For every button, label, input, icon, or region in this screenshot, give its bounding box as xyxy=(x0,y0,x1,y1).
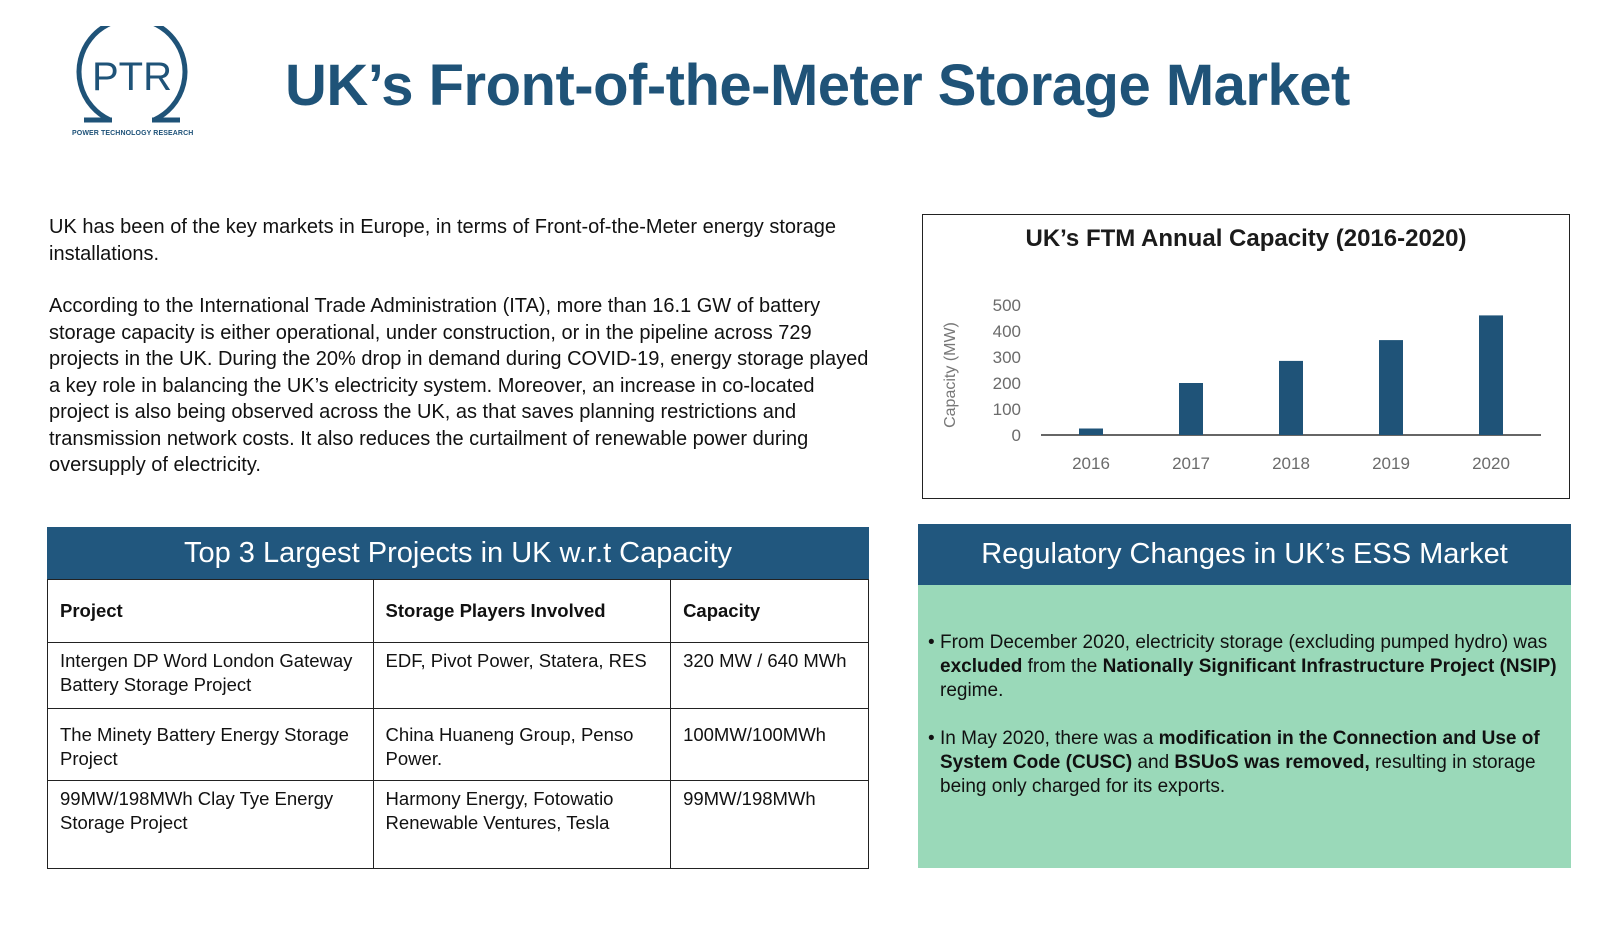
y-tick-label: 500 xyxy=(993,296,1021,315)
regulatory-list: From December 2020, electricity storage … xyxy=(918,585,1571,799)
bar xyxy=(1479,315,1503,435)
bar xyxy=(1279,360,1303,435)
intro-paragraph-2: According to the International Trade Adm… xyxy=(49,295,869,476)
intro-paragraph-1: UK has been of the key markets in Europe… xyxy=(49,216,837,265)
x-tick-label: 2017 xyxy=(1172,454,1210,473)
header-project: Project xyxy=(47,579,374,643)
header-storage-players: Storage Players Involved xyxy=(372,579,672,643)
x-tick-label: 2018 xyxy=(1272,454,1310,473)
table-row: Intergen DP Word London Gateway Battery … xyxy=(47,642,869,709)
logo-text: PTR xyxy=(92,55,172,99)
table-row: The Minety Battery Energy Storage Projec… xyxy=(47,708,869,781)
logo-mark: PTR xyxy=(76,26,188,123)
bar xyxy=(1379,340,1403,435)
cell-project: Intergen DP Word London Gateway Battery … xyxy=(47,642,374,709)
cell-capacity: 320 MW / 640 MWh xyxy=(670,642,869,709)
table-header-row: Project Storage Players Involved Capacit… xyxy=(47,579,869,643)
y-tick-label: 400 xyxy=(993,322,1021,341)
projects-table: Project Storage Players Involved Capacit… xyxy=(47,579,869,869)
bar xyxy=(1079,428,1103,435)
table-title: Top 3 Largest Projects in UK w.r.t Capac… xyxy=(47,527,869,579)
table-row: 99MW/198MWh Clay Tye Energy Storage Proj… xyxy=(47,780,869,869)
capacity-chart: UK’s FTM Annual Capacity (2016-2020) 0 10… xyxy=(922,214,1570,499)
header-capacity: Capacity xyxy=(670,579,869,643)
top-projects-table: Top 3 Largest Projects in UK w.r.t Capac… xyxy=(47,527,869,869)
ptr-logo: PTR POWER TECHNOLOGY RESEARCH xyxy=(70,26,194,142)
x-tick-label: 2019 xyxy=(1372,454,1410,473)
x-tick-label: 2020 xyxy=(1472,454,1510,473)
y-tick-label: 0 xyxy=(1012,426,1021,445)
cell-players: EDF, Pivot Power, Statera, RES xyxy=(372,642,672,709)
cell-players: China Huaneng Group, Penso Power. xyxy=(372,708,672,781)
regulatory-title: Regulatory Changes in UK’s ESS Market xyxy=(918,524,1571,585)
cell-players: Harmony Energy, Fotowatio Renewable Vent… xyxy=(372,780,672,869)
chart-title: UK’s FTM Annual Capacity (2016-2020) xyxy=(1025,225,1467,252)
y-tick-label: 100 xyxy=(993,400,1021,419)
page-title: UK’s Front-of-the-Meter Storage Market xyxy=(285,53,1350,118)
chart-plot: 0 100 200 300 400 500 2016 2017 2018 2019 2020 Capa… xyxy=(942,296,1541,473)
y-axis-label: Capacity (MW) xyxy=(942,322,959,428)
cell-capacity: 100MW/100MWh xyxy=(670,708,869,781)
regulatory-item: From December 2020, electricity storage … xyxy=(928,631,1557,703)
cell-project: 99MW/198MWh Clay Tye Energy Storage Proj… xyxy=(47,780,374,869)
y-tick-label: 200 xyxy=(993,374,1021,393)
intro-text: UK has been of the key markets in Europe… xyxy=(49,214,874,505)
regulatory-item: In May 2020, there was a modification in… xyxy=(928,727,1557,799)
cell-capacity: 99MW/198MWh xyxy=(670,780,869,869)
y-tick-label: 300 xyxy=(993,348,1021,367)
logo-caption: POWER TECHNOLOGY RESEARCH xyxy=(72,130,194,137)
cell-project: The Minety Battery Energy Storage Projec… xyxy=(47,708,374,781)
regulatory-changes-panel: Regulatory Changes in UK’s ESS Market Fr… xyxy=(918,524,1571,868)
bar xyxy=(1179,383,1203,435)
x-tick-label: 2016 xyxy=(1072,454,1110,473)
